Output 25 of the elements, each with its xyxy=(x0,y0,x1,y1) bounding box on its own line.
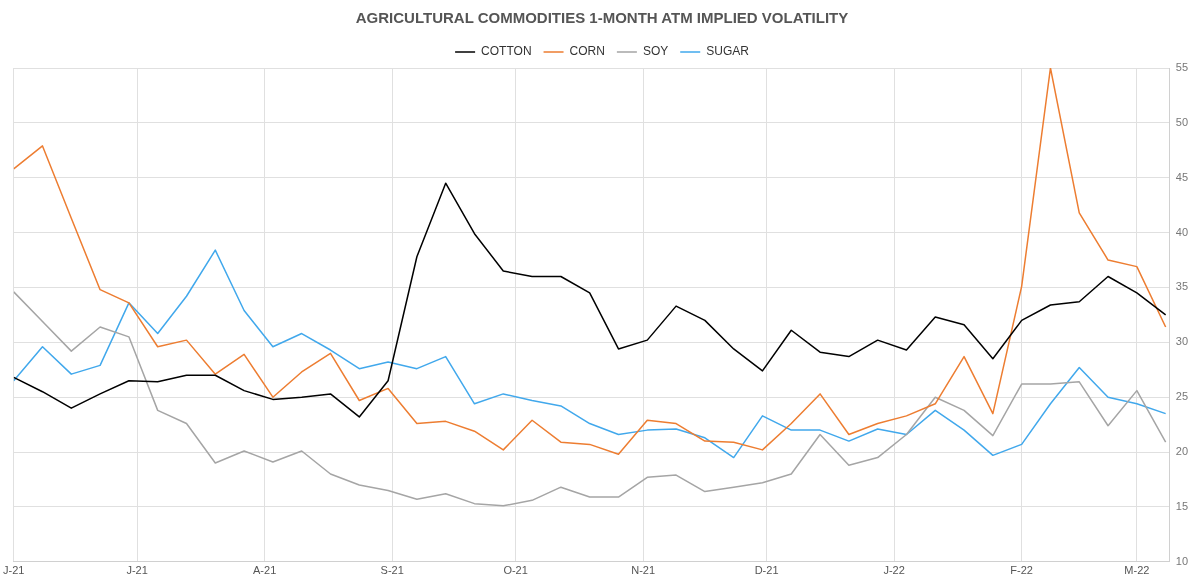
x-tick-label: M-22 xyxy=(1124,564,1150,577)
x-tick-label: N-21 xyxy=(631,564,656,577)
y-tick-label: 20 xyxy=(1175,445,1189,458)
legend-label: CORN xyxy=(569,44,605,59)
y-tick-label: 55 xyxy=(1175,61,1189,74)
y-tick-label: 15 xyxy=(1175,499,1189,512)
y-tick-label: 40 xyxy=(1175,225,1189,238)
y-tick-label: 45 xyxy=(1175,170,1189,183)
y-tick-label: 50 xyxy=(1175,115,1189,128)
legend-label: COTTON xyxy=(481,44,532,59)
x-tick-label: J-21 xyxy=(3,564,25,577)
chart-title: AGRICULTURAL COMMODITIES 1-MONTH ATM IMPLIED VOLATILITY xyxy=(355,9,849,27)
y-tick-label: 10 xyxy=(1175,554,1189,567)
y-tick-label: 25 xyxy=(1175,390,1189,403)
x-tick-label: D-21 xyxy=(754,564,779,577)
x-tick-label: S-21 xyxy=(380,564,404,577)
x-tick-label: J-22 xyxy=(883,564,905,577)
y-tick-label: 35 xyxy=(1175,280,1189,293)
x-tick-label: J-21 xyxy=(126,564,148,577)
y-tick-label: 30 xyxy=(1175,335,1189,348)
x-tick-label: F-22 xyxy=(1010,564,1033,577)
x-tick-label: A-21 xyxy=(253,564,277,577)
x-tick-label: O-21 xyxy=(503,564,528,577)
legend-label: SOY xyxy=(642,44,669,59)
legend-label: SUGAR xyxy=(706,44,750,59)
